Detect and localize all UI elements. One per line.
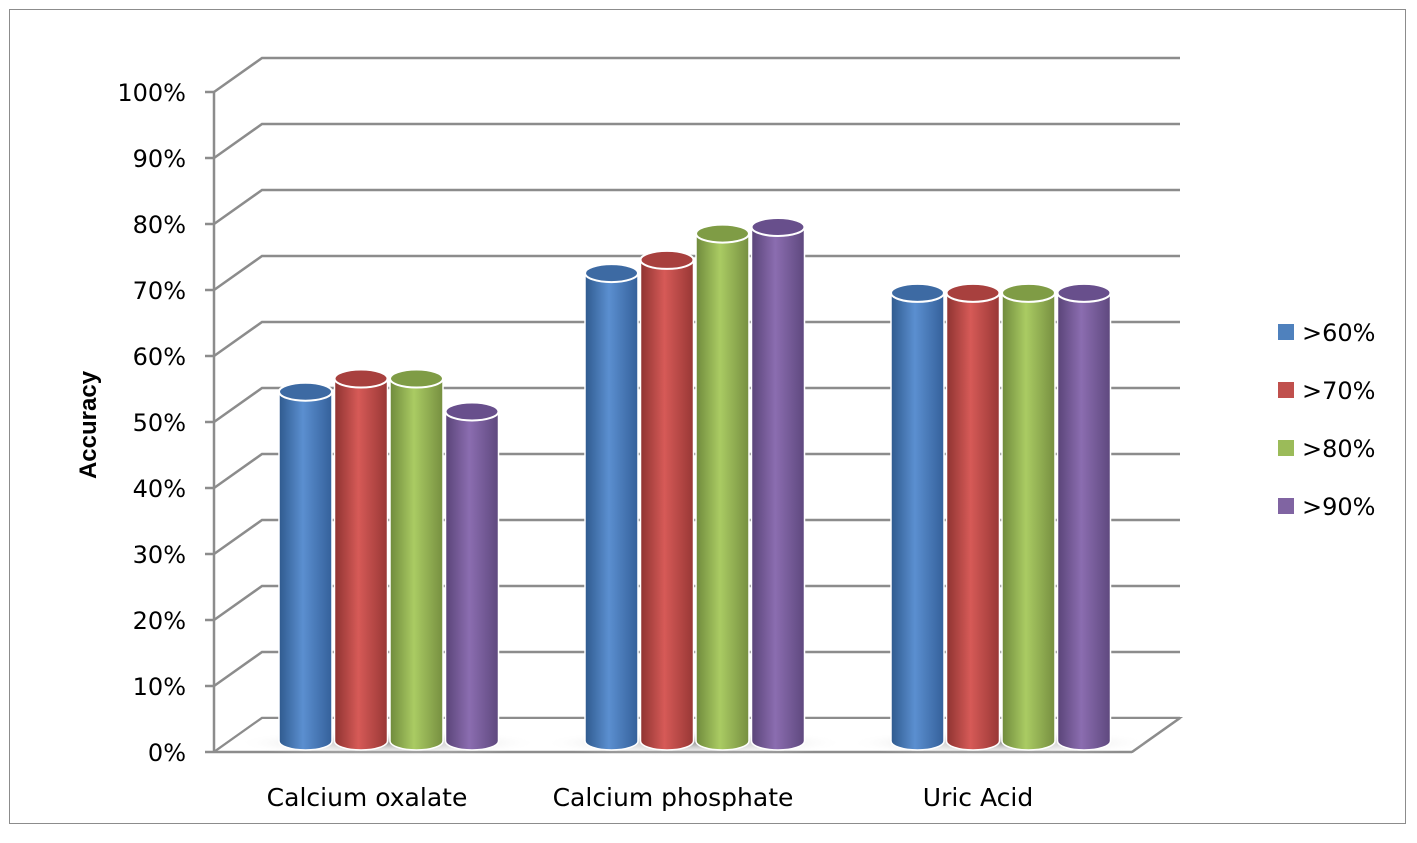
y-tick-10: 10% [133,673,186,701]
legend-label-70: >70% [1302,377,1375,405]
y-tick-100: 100% [117,79,186,107]
x-label-calcium-phosphate: Calcium phosphate [553,783,794,812]
bar-2-2 [1001,282,1056,751]
y-tick-20: 20% [133,607,186,635]
y-axis-label: Accuracy [75,370,102,479]
legend: >60% >70% >80% >90% [1278,319,1375,521]
x-label-uric-acid: Uric Acid [923,783,1033,812]
y-tick-60: 60% [133,343,186,371]
y-tick-50: 50% [133,409,186,437]
y-axis [205,90,216,754]
y-tick-labels: 0% 10% 20% 30% 40% 50% 60% 70% 80% 90% 1… [117,79,186,767]
bar-1-1 [639,249,695,751]
bar-0-2 [389,368,444,751]
x-tick-labels: Calcium oxalate Calcium phosphate Uric A… [267,783,1034,812]
legend-label-80: >80% [1302,435,1375,463]
bar-2-3 [1056,282,1112,751]
legend-label-60: >60% [1302,319,1375,347]
bar-1-0 [584,263,639,751]
bar-0-3 [444,401,500,751]
legend-swatch-90 [1278,498,1294,514]
legend-swatch-80 [1278,440,1294,456]
y-tick-0: 0% [148,739,186,767]
bar-1-2 [695,223,750,751]
bar-2-0 [890,282,945,751]
x-label-calcium-oxalate: Calcium oxalate [267,783,468,812]
y-tick-40: 40% [133,475,186,503]
y-tick-70: 70% [133,277,186,305]
bar-1-3 [750,216,806,751]
bar-0-1 [333,368,389,751]
y-tick-90: 90% [133,145,186,173]
bar-0-0 [278,381,333,751]
y-tick-30: 30% [133,541,186,569]
legend-swatch-60 [1278,324,1294,340]
y-tick-80: 80% [133,211,186,239]
legend-swatch-70 [1278,382,1294,398]
legend-label-90: >90% [1302,493,1375,521]
bars [237,216,1151,757]
chart-frame [9,9,1406,824]
bar-2-1 [945,282,1001,751]
